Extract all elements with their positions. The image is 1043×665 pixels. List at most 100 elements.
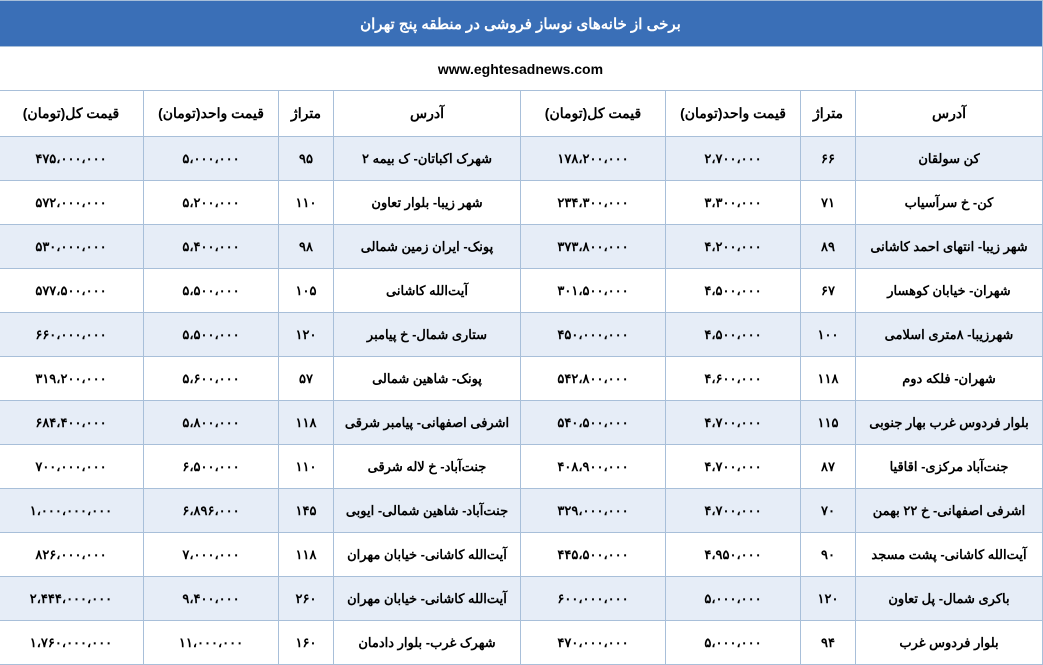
header-unit-price-right: قیمت واحد(تومان) [666, 91, 801, 137]
cell-address: آیت‌الله کاشانی- پشت مسجد [856, 533, 1043, 577]
cell-area: ۱۱۸ [279, 533, 334, 577]
cell-area: ۱۲۰ [279, 313, 334, 357]
cell-total-price: ۳۷۳،۸۰۰،۰۰۰ [521, 225, 666, 269]
cell-total-price: ۴۷۵،۰۰۰،۰۰۰ [0, 137, 144, 181]
cell-address: آیت‌الله کاشانی- خیابان مهران [334, 533, 521, 577]
cell-total-price: ۵۷۷،۵۰۰،۰۰۰ [0, 269, 144, 313]
cell-area: ۹۴ [801, 621, 856, 665]
cell-address: جنت‌آباد مرکزی- اقاقیا [856, 445, 1043, 489]
cell-unit-price: ۴،۷۰۰،۰۰۰ [666, 445, 801, 489]
cell-total-price: ۶۸۴،۴۰۰،۰۰۰ [0, 401, 144, 445]
cell-unit-price: ۴،۵۰۰،۰۰۰ [666, 313, 801, 357]
cell-total-price: ۵۷۲،۰۰۰،۰۰۰ [0, 181, 144, 225]
header-address-right: آدرس [856, 91, 1043, 137]
cell-area: ۱۱۰ [279, 181, 334, 225]
cell-address: اشرفی اصفهانی- پیامبر شرقی [334, 401, 521, 445]
cell-total-price: ۱،۷۶۰،۰۰۰،۰۰۰ [0, 621, 144, 665]
cell-address: شهران- خیابان کوهسار [856, 269, 1043, 313]
cell-area: ۵۷ [279, 357, 334, 401]
cell-unit-price: ۴،۲۰۰،۰۰۰ [666, 225, 801, 269]
cell-address: جنت‌آباد- خ لاله شرقی [334, 445, 521, 489]
table-row: شهر زیبا- انتهای احمد کاشانی۸۹۴،۲۰۰،۰۰۰۳… [0, 225, 1043, 269]
cell-area: ۱۱۸ [801, 357, 856, 401]
cell-area: ۱۴۵ [279, 489, 334, 533]
cell-area: ۱۱۰ [279, 445, 334, 489]
cell-unit-price: ۵،۲۰۰،۰۰۰ [144, 181, 279, 225]
cell-address: شهرک غرب- بلوار دادمان [334, 621, 521, 665]
cell-area: ۶۶ [801, 137, 856, 181]
cell-unit-price: ۴،۵۰۰،۰۰۰ [666, 269, 801, 313]
cell-address: کن- خ سرآسیاب [856, 181, 1043, 225]
cell-address: باکری شمال- پل تعاون [856, 577, 1043, 621]
table-row: اشرفی اصفهانی- خ ۲۲ بهمن۷۰۴،۷۰۰،۰۰۰۳۲۹،۰… [0, 489, 1043, 533]
header-total-price-left: قیمت کل(تومان) [0, 91, 144, 137]
cell-unit-price: ۹،۴۰۰،۰۰۰ [144, 577, 279, 621]
header-area-right: متراژ [801, 91, 856, 137]
title-row: برخی از خانه‌های نوساز فروشی در منطقه پن… [0, 1, 1043, 47]
cell-address: بلوار فردوس غرب [856, 621, 1043, 665]
cell-total-price: ۴۷۰،۰۰۰،۰۰۰ [521, 621, 666, 665]
cell-total-price: ۲،۴۴۴،۰۰۰،۰۰۰ [0, 577, 144, 621]
cell-unit-price: ۵،۰۰۰،۰۰۰ [666, 577, 801, 621]
cell-area: ۶۷ [801, 269, 856, 313]
cell-area: ۷۰ [801, 489, 856, 533]
cell-unit-price: ۴،۷۰۰،۰۰۰ [666, 401, 801, 445]
cell-address: پونک- شاهین شمالی [334, 357, 521, 401]
cell-unit-price: ۵،۵۰۰،۰۰۰ [144, 269, 279, 313]
cell-address: جنت‌آباد- شاهین شمالی- ایوبی [334, 489, 521, 533]
cell-area: ۹۵ [279, 137, 334, 181]
cell-unit-price: ۵،۶۰۰،۰۰۰ [144, 357, 279, 401]
table-row: کن- خ سرآسیاب۷۱۳،۳۰۰،۰۰۰۲۳۴،۳۰۰،۰۰۰شهر ز… [0, 181, 1043, 225]
cell-unit-price: ۵،۵۰۰،۰۰۰ [144, 313, 279, 357]
cell-total-price: ۶۶۰،۰۰۰،۰۰۰ [0, 313, 144, 357]
cell-total-price: ۴۰۸،۹۰۰،۰۰۰ [521, 445, 666, 489]
cell-total-price: ۸۲۶،۰۰۰،۰۰۰ [0, 533, 144, 577]
table-row: بلوار فردوس غرب بهار جنوبی۱۱۵۴،۷۰۰،۰۰۰۵۴… [0, 401, 1043, 445]
header-area-left: متراژ [279, 91, 334, 137]
cell-area: ۸۷ [801, 445, 856, 489]
cell-unit-price: ۱۱،۰۰۰،۰۰۰ [144, 621, 279, 665]
cell-unit-price: ۴،۶۰۰،۰۰۰ [666, 357, 801, 401]
cell-address: شهران- فلکه دوم [856, 357, 1043, 401]
cell-total-price: ۴۴۵،۵۰۰،۰۰۰ [521, 533, 666, 577]
cell-unit-price: ۵،۴۰۰،۰۰۰ [144, 225, 279, 269]
website-row: www.eghtesadnews.com [0, 47, 1043, 91]
table-title: برخی از خانه‌های نوساز فروشی در منطقه پن… [0, 1, 1043, 47]
cell-total-price: ۳۱۹،۲۰۰،۰۰۰ [0, 357, 144, 401]
table-row: شهران- خیابان کوهسار۶۷۴،۵۰۰،۰۰۰۳۰۱،۵۰۰،۰… [0, 269, 1043, 313]
cell-total-price: ۵۴۲،۸۰۰،۰۰۰ [521, 357, 666, 401]
cell-address: ستاری شمال- خ پیامبر [334, 313, 521, 357]
cell-address: آیت‌الله کاشانی- خیابان مهران [334, 577, 521, 621]
table-row: بلوار فردوس غرب۹۴۵،۰۰۰،۰۰۰۴۷۰،۰۰۰،۰۰۰شهر… [0, 621, 1043, 665]
cell-total-price: ۳۰۱،۵۰۰،۰۰۰ [521, 269, 666, 313]
cell-area: ۹۰ [801, 533, 856, 577]
table-row: شهران- فلکه دوم۱۱۸۴،۶۰۰،۰۰۰۵۴۲،۸۰۰،۰۰۰پو… [0, 357, 1043, 401]
cell-total-price: ۱۷۸،۲۰۰،۰۰۰ [521, 137, 666, 181]
cell-address: شهر زیبا- بلوار تعاون [334, 181, 521, 225]
cell-area: ۱۶۰ [279, 621, 334, 665]
cell-area: ۱۱۸ [279, 401, 334, 445]
cell-unit-price: ۴،۹۵۰،۰۰۰ [666, 533, 801, 577]
cell-area: ۲۶۰ [279, 577, 334, 621]
table-row: جنت‌آباد مرکزی- اقاقیا۸۷۴،۷۰۰،۰۰۰۴۰۸،۹۰۰… [0, 445, 1043, 489]
cell-area: ۸۹ [801, 225, 856, 269]
cell-unit-price: ۳،۳۰۰،۰۰۰ [666, 181, 801, 225]
header-total-price-right: قیمت کل(تومان) [521, 91, 666, 137]
header-address-left: آدرس [334, 91, 521, 137]
cell-total-price: ۱،۰۰۰،۰۰۰،۰۰۰ [0, 489, 144, 533]
cell-unit-price: ۵،۰۰۰،۰۰۰ [666, 621, 801, 665]
cell-total-price: ۷۰۰،۰۰۰،۰۰۰ [0, 445, 144, 489]
cell-unit-price: ۵،۰۰۰،۰۰۰ [144, 137, 279, 181]
cell-area: ۱۰۵ [279, 269, 334, 313]
cell-address: کن سولقان [856, 137, 1043, 181]
cell-total-price: ۵۳۰،۰۰۰،۰۰۰ [0, 225, 144, 269]
price-table-container: برخی از خانه‌های نوساز فروشی در منطقه پن… [0, 0, 1043, 665]
cell-area: ۱۱۵ [801, 401, 856, 445]
header-unit-price-left: قیمت واحد(تومان) [144, 91, 279, 137]
table-row: آیت‌الله کاشانی- پشت مسجد۹۰۴،۹۵۰،۰۰۰۴۴۵،… [0, 533, 1043, 577]
cell-area: ۹۸ [279, 225, 334, 269]
cell-unit-price: ۲،۷۰۰،۰۰۰ [666, 137, 801, 181]
price-table: برخی از خانه‌های نوساز فروشی در منطقه پن… [0, 0, 1043, 665]
cell-address: بلوار فردوس غرب بهار جنوبی [856, 401, 1043, 445]
cell-total-price: ۳۲۹،۰۰۰،۰۰۰ [521, 489, 666, 533]
